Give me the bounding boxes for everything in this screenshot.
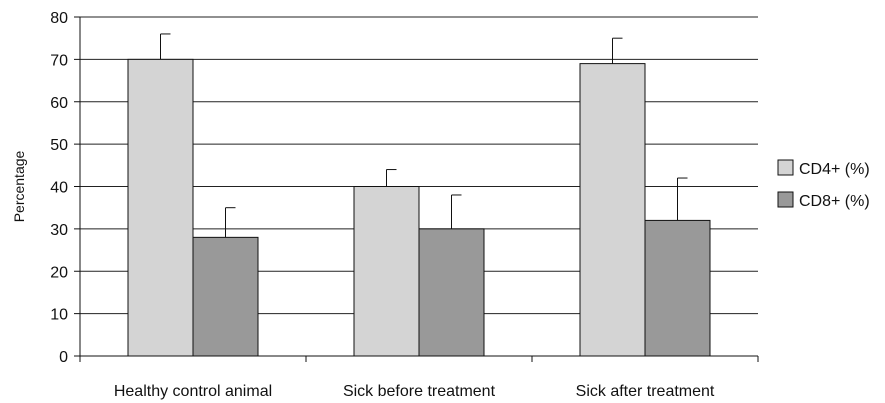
y-axis-label: Percentage (11, 150, 27, 222)
legend-swatch (777, 159, 794, 176)
bars (127, 33, 711, 357)
bar-cd4 (579, 63, 646, 357)
y-tick-label: 70 (50, 52, 68, 69)
legend-label: CD4+ (%) (799, 161, 870, 178)
legend: CD4+ (%) CD8+ (%) (777, 159, 870, 210)
bar-cd8 (418, 228, 485, 357)
y-tick-label: 50 (50, 137, 68, 154)
y-tick-label: 20 (50, 264, 68, 281)
y-tick-label: 80 (50, 10, 68, 27)
y-axis-ticks: 0 10 20 30 40 50 60 70 80 (50, 10, 80, 366)
x-category-label: Sick before treatment (343, 383, 496, 400)
x-category-label: Healthy control animal (114, 383, 272, 400)
legend-swatch (777, 191, 794, 208)
y-tick-label: 0 (59, 349, 68, 366)
x-axis-ticks: Healthy control animal Sick before treatm… (79, 356, 759, 400)
bar-cd8 (192, 236, 259, 357)
y-tick-label: 40 (50, 180, 68, 197)
x-category-label: Sick after treatment (576, 383, 715, 400)
y-tick-label: 60 (50, 95, 68, 112)
bar-cd4 (127, 58, 194, 357)
y-tick-label: 30 (50, 222, 68, 239)
y-tick-label: 10 (50, 307, 68, 324)
bar-cd4 (353, 186, 420, 357)
bar-cd8 (644, 219, 711, 357)
legend-label: CD8+ (%) (799, 193, 870, 210)
